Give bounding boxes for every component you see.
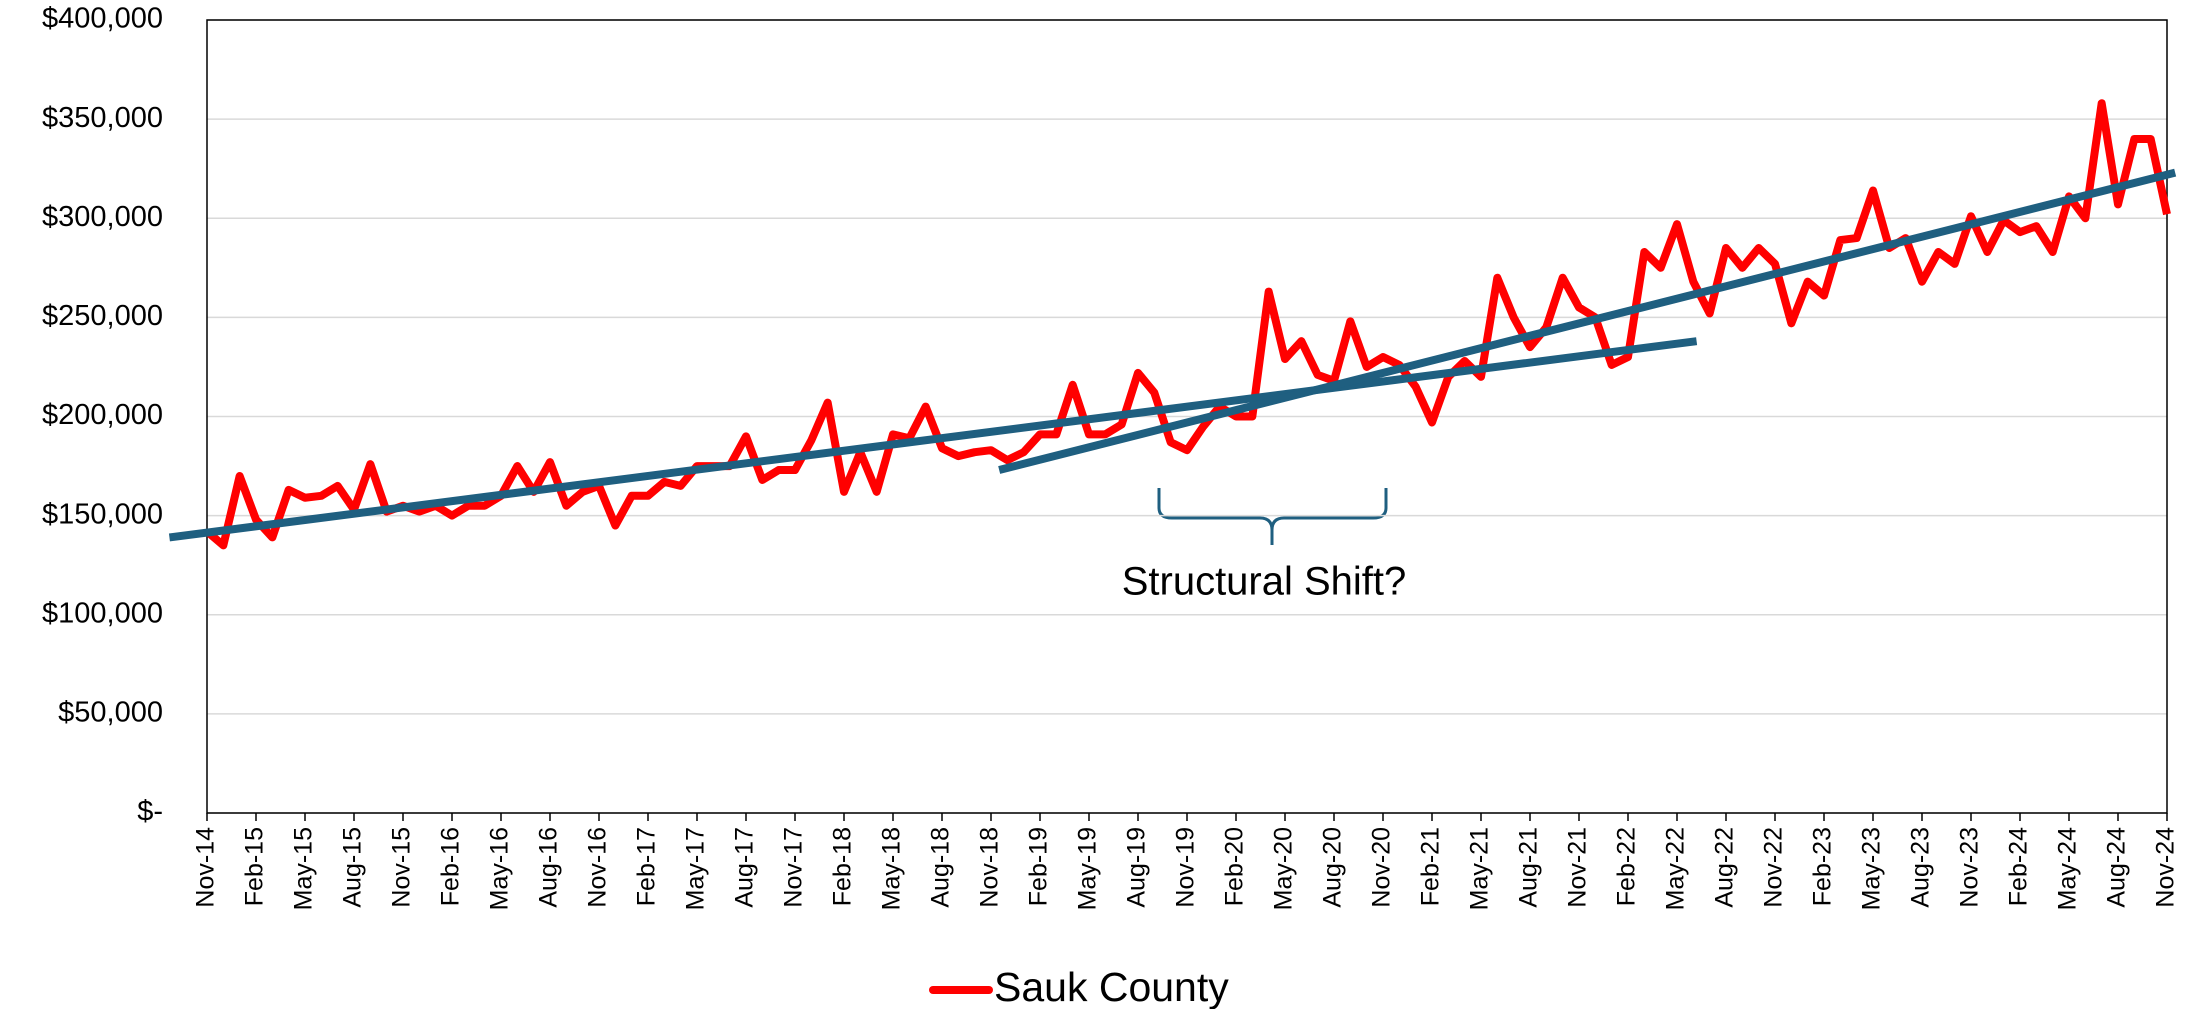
x-tick-label: May-19: [1074, 827, 1102, 910]
x-tick-label: Aug-22: [1711, 827, 1739, 908]
x-tick-label: May-23: [1858, 827, 1886, 910]
y-tick-label: $150,000: [42, 498, 163, 530]
x-tick-label: Nov-17: [780, 827, 808, 908]
x-tick-label: May-16: [486, 827, 514, 910]
x-tick-label: Nov-18: [976, 827, 1004, 908]
trend-line: [168, 337, 1698, 542]
x-tick-label: Aug-23: [1907, 827, 1935, 908]
y-tick-label: $200,000: [42, 399, 163, 431]
x-tick-label: Feb-22: [1613, 827, 1641, 906]
y-tick-label: $-: [137, 796, 163, 828]
x-tick-label: May-18: [878, 827, 906, 910]
y-tick-label: $400,000: [42, 3, 163, 35]
x-tick-label: Nov-24: [2152, 827, 2180, 908]
x-tick-label: Feb-19: [1025, 827, 1053, 906]
y-tick-label: $250,000: [42, 300, 163, 332]
y-tick-label: $50,000: [58, 697, 163, 729]
x-tick-label: Aug-20: [1319, 827, 1347, 908]
y-tick-label: $300,000: [42, 201, 163, 233]
x-tick-label: Nov-15: [388, 827, 416, 908]
legend-label: Sauk County: [994, 964, 1229, 1009]
x-tick-label: Aug-18: [927, 827, 955, 908]
x-tick-label: Nov-14: [192, 827, 220, 908]
x-tick-label: Feb-20: [1221, 827, 1249, 906]
annotation-brace: [1157, 488, 1388, 545]
x-tick-label: Feb-23: [1809, 827, 1837, 906]
y-tick-label: $100,000: [42, 597, 163, 629]
x-tick-label: Feb-17: [633, 827, 661, 906]
x-tick-label: Aug-21: [1515, 827, 1543, 908]
data-line: [204, 99, 2171, 550]
x-tick-label: Feb-15: [241, 827, 269, 906]
x-tick-label: Nov-20: [1368, 827, 1396, 908]
x-tick-label: Aug-17: [731, 827, 759, 908]
x-tick-label: Feb-16: [437, 827, 465, 906]
x-tick-label: Aug-19: [1123, 827, 1151, 908]
x-tick-label: Aug-24: [2103, 827, 2131, 908]
x-tick-label: Nov-21: [1564, 827, 1592, 908]
trend-line: [998, 168, 2177, 474]
x-tick-label: May-17: [682, 827, 710, 910]
x-tick-label: Nov-23: [1956, 827, 1984, 908]
x-tick-label: Feb-18: [829, 827, 857, 906]
x-tick-label: Aug-16: [535, 827, 563, 908]
x-tick-label: May-21: [1466, 827, 1494, 910]
x-tick-label: Aug-15: [339, 827, 367, 908]
x-tick-label: May-15: [290, 827, 318, 910]
x-tick-label: Nov-16: [584, 827, 612, 908]
y-tick-label: $350,000: [42, 102, 163, 134]
x-tick-label: May-22: [1662, 827, 1690, 910]
x-tick-label: May-24: [2054, 827, 2082, 910]
x-tick-label: Feb-21: [1417, 827, 1445, 906]
annotation: Structural Shift?: [1122, 560, 1407, 604]
x-tick-label: Feb-24: [2005, 827, 2033, 906]
x-tick-label: Nov-19: [1172, 827, 1200, 908]
x-tick-label: Nov-22: [1760, 827, 1788, 908]
x-tick-label: May-20: [1270, 827, 1298, 910]
